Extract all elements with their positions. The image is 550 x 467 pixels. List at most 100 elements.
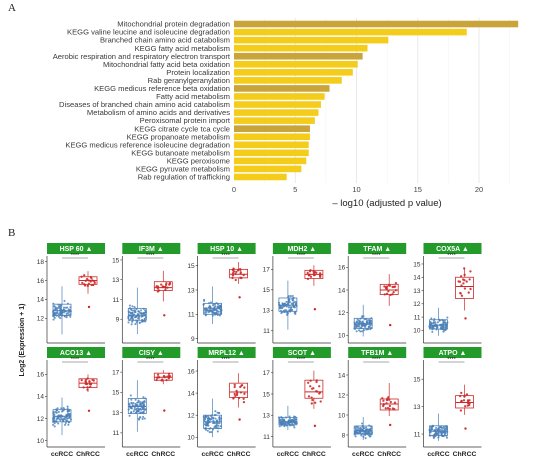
panel-strip — [272, 243, 331, 254]
y-tick-label: 10 — [338, 412, 346, 419]
ch-point — [463, 395, 466, 398]
ch-point — [463, 287, 467, 290]
ch-point — [460, 294, 464, 297]
cc-point — [68, 413, 71, 416]
ch-point — [394, 282, 398, 285]
cc-point — [436, 321, 439, 324]
cc-point — [141, 402, 144, 405]
cc-point — [204, 314, 207, 317]
cc-point — [287, 302, 290, 305]
y-tick-label: 15 — [187, 263, 195, 270]
cc-point — [143, 417, 146, 420]
cc-point — [364, 428, 367, 431]
ch-point — [387, 284, 391, 287]
cc-point — [139, 402, 142, 405]
ch-point — [231, 274, 235, 277]
panel-label-b: B — [8, 227, 16, 239]
cc-point — [440, 431, 444, 434]
cc-point — [445, 436, 449, 439]
ch-point — [462, 282, 465, 285]
group-label: ccRCC — [352, 451, 374, 458]
cc-point — [64, 421, 67, 425]
cc-point — [57, 422, 60, 425]
x-tick-label: 15 — [414, 185, 422, 194]
cc-point — [134, 398, 137, 401]
cc-point — [294, 300, 297, 303]
cc-point — [139, 309, 143, 312]
y-tick-label: 12 — [187, 412, 195, 419]
ch-point — [233, 392, 236, 396]
y-tick-label: 11 — [113, 297, 120, 304]
ch-point — [388, 404, 392, 408]
cc-point — [129, 317, 132, 320]
y-tick-label: 10 — [338, 333, 346, 340]
cc-point — [137, 417, 140, 420]
cc-point — [438, 319, 441, 322]
group-label: ChRCC — [377, 451, 401, 458]
bar — [234, 117, 315, 124]
cc-point — [430, 317, 433, 320]
cc-point — [131, 311, 134, 314]
ch-point — [392, 291, 395, 294]
cc-box — [203, 302, 223, 315]
ch-point — [385, 287, 388, 290]
ch-point — [382, 399, 385, 402]
cc-box — [278, 297, 298, 312]
x-tick-label: 0 — [232, 185, 236, 194]
significance-stars: **** — [372, 357, 381, 363]
ch-point — [460, 399, 463, 403]
ch-point — [160, 283, 163, 286]
cc-point — [133, 309, 136, 312]
cc-point — [133, 306, 136, 309]
cc-point — [443, 321, 446, 324]
cc-point — [367, 428, 370, 431]
bar — [234, 77, 342, 84]
cc-point — [283, 302, 286, 305]
cc-point — [361, 330, 364, 333]
cc-point — [138, 321, 141, 324]
cc-point — [206, 429, 209, 432]
cc-point — [359, 320, 362, 323]
cc-point — [289, 419, 292, 422]
cc-point — [208, 417, 211, 420]
bar — [234, 28, 467, 36]
category-label: KEGG valine leucine and isoleucine degra… — [67, 28, 230, 37]
ch-point — [386, 406, 390, 410]
cc-point — [133, 408, 136, 411]
bar — [234, 141, 309, 149]
cc-point — [218, 304, 221, 307]
cc-point — [355, 431, 359, 434]
y-tick-label: 12 — [37, 416, 45, 423]
cc-point — [431, 330, 434, 333]
cc-point — [293, 417, 296, 420]
ch-point — [387, 290, 390, 293]
ch-outlier-point — [163, 409, 166, 412]
ch-point — [465, 280, 468, 283]
ch-point — [310, 387, 314, 390]
cc-point — [290, 309, 294, 312]
ch-point — [389, 400, 392, 404]
cc-point — [433, 429, 436, 432]
ch-point — [243, 386, 246, 389]
cc-point — [214, 417, 217, 420]
ch-point — [465, 393, 469, 396]
y-tick-label: 13 — [263, 308, 271, 315]
y-tick-label: 15 — [413, 376, 421, 383]
ch-point — [311, 398, 314, 402]
cc-point — [131, 309, 135, 312]
cc-point — [367, 434, 371, 437]
ch-box — [455, 395, 474, 409]
cc-point — [135, 407, 138, 410]
y-tick-label: 11 — [263, 434, 270, 441]
cc-point — [217, 424, 220, 427]
cc-point — [139, 311, 142, 314]
panel-strip — [423, 347, 482, 358]
y-tick-label: 15 — [413, 261, 421, 268]
y-tick-label: 15 — [263, 391, 271, 398]
significance-stars: **** — [146, 253, 155, 259]
cc-point — [218, 416, 221, 419]
y-tick-label: 16 — [338, 265, 346, 272]
cc-point — [442, 330, 445, 333]
ch-point — [240, 384, 243, 387]
ch-outlier-point — [389, 423, 392, 427]
